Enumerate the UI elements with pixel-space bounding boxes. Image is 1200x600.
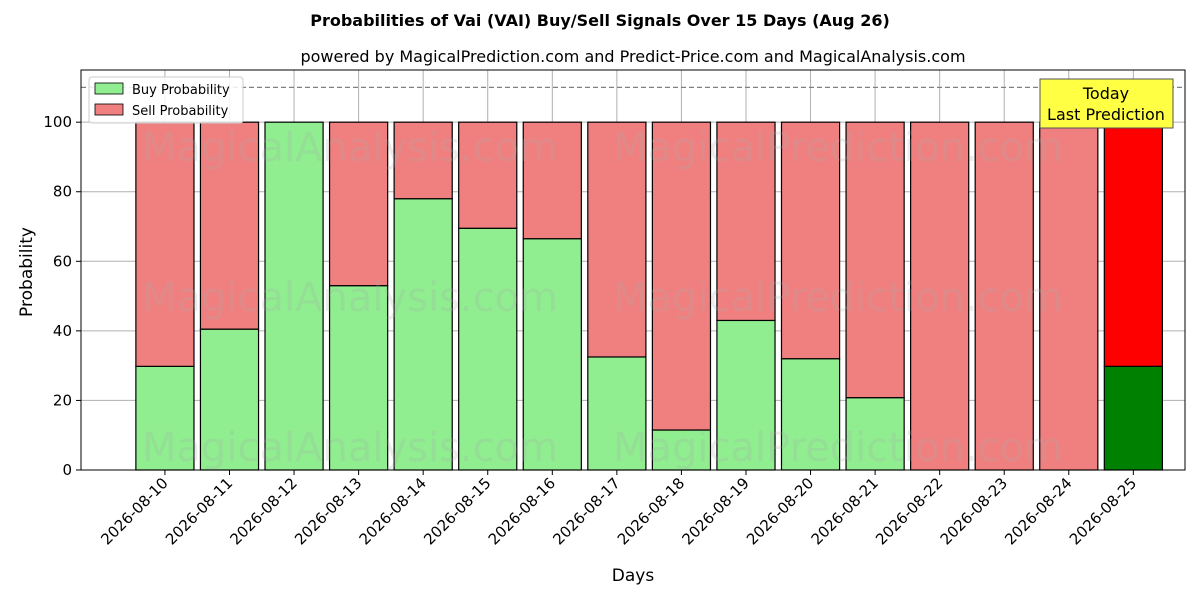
buy-bar	[458, 227, 518, 471]
sell-bar	[458, 121, 518, 229]
buy-bar	[264, 121, 324, 471]
buy-bar	[780, 358, 841, 471]
legend-swatch-buy	[94, 82, 124, 95]
x-tick-label: 2026-08-18	[614, 474, 688, 548]
sell-bar	[1039, 121, 1099, 471]
x-tick-label: 2026-08-10	[97, 474, 171, 548]
sell-bar	[587, 121, 647, 358]
chart-subtitle: powered by MagicalPrediction.com and Pre…	[300, 47, 965, 66]
legend-label-buy: Buy Probability	[132, 83, 230, 98]
today-label: Today	[1082, 84, 1129, 103]
sell-bar	[716, 121, 776, 322]
x-tick-label: 2026-08-25	[1066, 474, 1140, 548]
x-tick-label: 2026-08-24	[1001, 474, 1075, 548]
y-tick-label: 0	[62, 461, 72, 479]
x-tick-label: 2026-08-15	[420, 474, 494, 548]
buy-bar	[651, 429, 712, 471]
sell-bar	[1103, 121, 1164, 367]
x-tick-label: 2026-08-11	[162, 474, 236, 548]
watermark-text: MagicalPrediction.com	[613, 425, 1063, 471]
y-tick-label: 100	[43, 113, 72, 131]
sell-bar	[780, 121, 841, 360]
sell-bar	[135, 121, 195, 367]
buy-bar	[845, 397, 905, 471]
y-tick-label: 20	[53, 391, 72, 409]
watermark-text: MagicalPrediction.com	[613, 125, 1063, 171]
x-tick-label: 2026-08-13	[291, 474, 365, 548]
watermarks: MagicalAnalysis.com MagicalPrediction.com…	[142, 125, 1063, 471]
sell-bar	[910, 121, 970, 471]
buy-bar	[522, 238, 582, 471]
sell-bar	[651, 121, 712, 431]
x-tick-label: 2026-08-12	[227, 474, 301, 548]
x-axis: 2026-08-102026-08-112026-08-122026-08-13…	[97, 470, 1140, 548]
x-tick-label: 2026-08-21	[808, 474, 882, 548]
y-tick-label: 60	[53, 252, 72, 270]
watermark-text: MagicalAnalysis.com	[142, 425, 558, 471]
chart-title: Probabilities of Vai (VAI) Buy/Sell Sign…	[310, 11, 890, 30]
last-prediction-label: Last Prediction	[1047, 105, 1165, 124]
bars	[135, 121, 1164, 471]
y-axis: 0 20 40 60 80 100	[43, 113, 81, 479]
today-annotation: Today Last Prediction	[1039, 78, 1174, 129]
watermark-text: MagicalPrediction.com	[613, 275, 1063, 321]
buy-bar	[716, 319, 776, 471]
y-tick-label: 40	[53, 322, 72, 340]
buy-bar	[199, 328, 260, 471]
x-tick-label: 2026-08-22	[872, 474, 946, 548]
legend-label-sell: Sell Probability	[132, 104, 229, 119]
x-tick-label: 2026-08-19	[678, 474, 752, 548]
sell-bar	[393, 121, 453, 200]
plot-frame	[80, 69, 1186, 471]
watermark-text: MagicalAnalysis.com	[142, 125, 558, 171]
sell-bar	[522, 121, 582, 240]
legend-box	[88, 76, 244, 124]
buy-bar	[587, 356, 647, 471]
buy-bar	[1103, 365, 1164, 471]
legend-swatch-sell	[94, 103, 124, 116]
x-tick-label: 2026-08-14	[356, 474, 430, 548]
y-axis-label: Probability	[17, 227, 37, 317]
x-tick-label: 2026-08-23	[937, 474, 1011, 548]
x-tick-label: 2026-08-17	[549, 474, 623, 548]
x-tick-label: 2026-08-16	[485, 474, 559, 548]
x-axis-label: Days	[612, 566, 655, 586]
sell-bar	[974, 121, 1034, 471]
x-tick-label: 2026-08-20	[743, 474, 817, 548]
sell-bar	[845, 121, 905, 399]
y-tick-label: 80	[53, 183, 72, 201]
buy-bar	[328, 285, 389, 471]
watermark-text: MagicalAnalysis.com	[142, 275, 558, 321]
legend: Buy Probability Sell Probability	[88, 76, 244, 124]
today-box	[1039, 78, 1174, 129]
sell-bar	[328, 121, 389, 287]
